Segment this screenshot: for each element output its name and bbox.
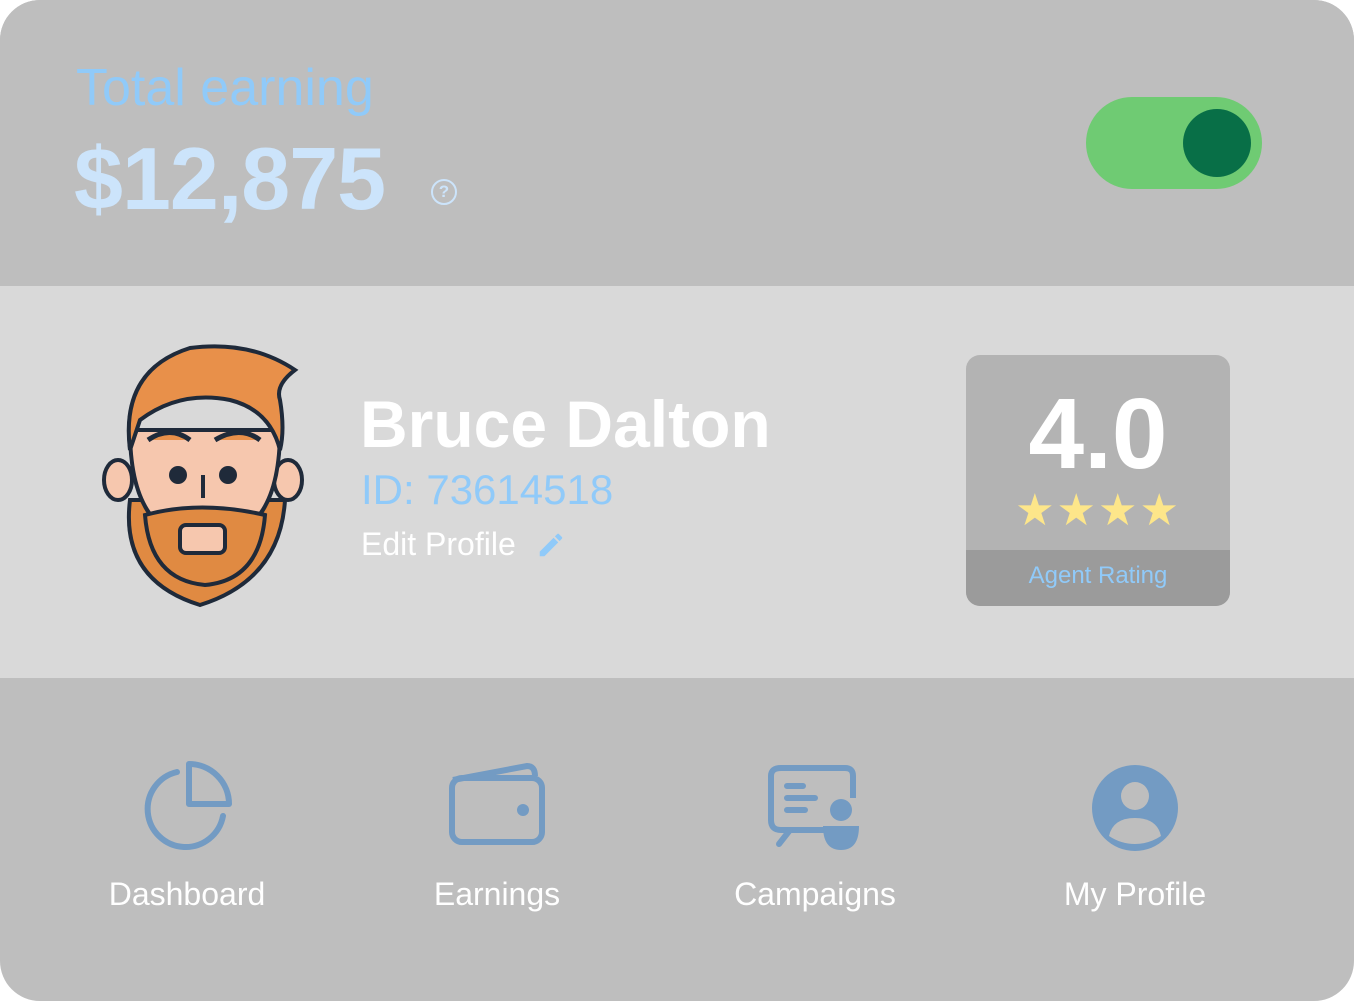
earnings-section: Total earning $12,875 ? bbox=[0, 0, 1354, 286]
pencil-icon bbox=[539, 533, 562, 556]
edit-profile-label: Edit Profile bbox=[361, 526, 516, 562]
avatar bbox=[102, 344, 304, 608]
rating-value: 4.0 bbox=[1028, 378, 1168, 490]
nav-label: Campaigns bbox=[734, 876, 896, 912]
nav-my-profile[interactable]: My Profile bbox=[1015, 758, 1255, 913]
earnings-title: Total earning bbox=[76, 59, 374, 117]
agent-rating-card: 4.0 ★★★★ Agent Rating bbox=[966, 355, 1230, 606]
bottom-nav: Dashboard Earnings Campaigns My Profile bbox=[0, 678, 1354, 1001]
earnings-amount: $12,875 bbox=[74, 129, 386, 228]
pie-chart-icon bbox=[144, 761, 232, 850]
user-circle-icon bbox=[1092, 765, 1178, 851]
nav-dashboard[interactable]: Dashboard bbox=[67, 758, 307, 913]
campaign-presentation-icon bbox=[768, 765, 859, 850]
nav-campaigns[interactable]: Campaigns bbox=[695, 758, 935, 913]
star-icons: ★★★★ bbox=[1015, 486, 1181, 535]
edit-profile-link[interactable]: Edit Profile bbox=[361, 526, 566, 563]
question-circle-icon[interactable]: ? bbox=[431, 179, 457, 205]
earnings-toggle[interactable] bbox=[1086, 97, 1262, 189]
nav-label: Earnings bbox=[433, 876, 561, 912]
nav-label: Dashboard bbox=[108, 876, 266, 912]
nav-earnings[interactable]: Earnings bbox=[377, 758, 617, 913]
wallet-icon bbox=[449, 762, 545, 845]
rating-label: Agent Rating bbox=[966, 550, 1230, 606]
profile-name: Bruce Dalton bbox=[360, 387, 771, 461]
profile-id: ID: 73614518 bbox=[361, 466, 614, 513]
nav-label: My Profile bbox=[1063, 876, 1207, 912]
toggle-knob[interactable] bbox=[1183, 109, 1251, 177]
